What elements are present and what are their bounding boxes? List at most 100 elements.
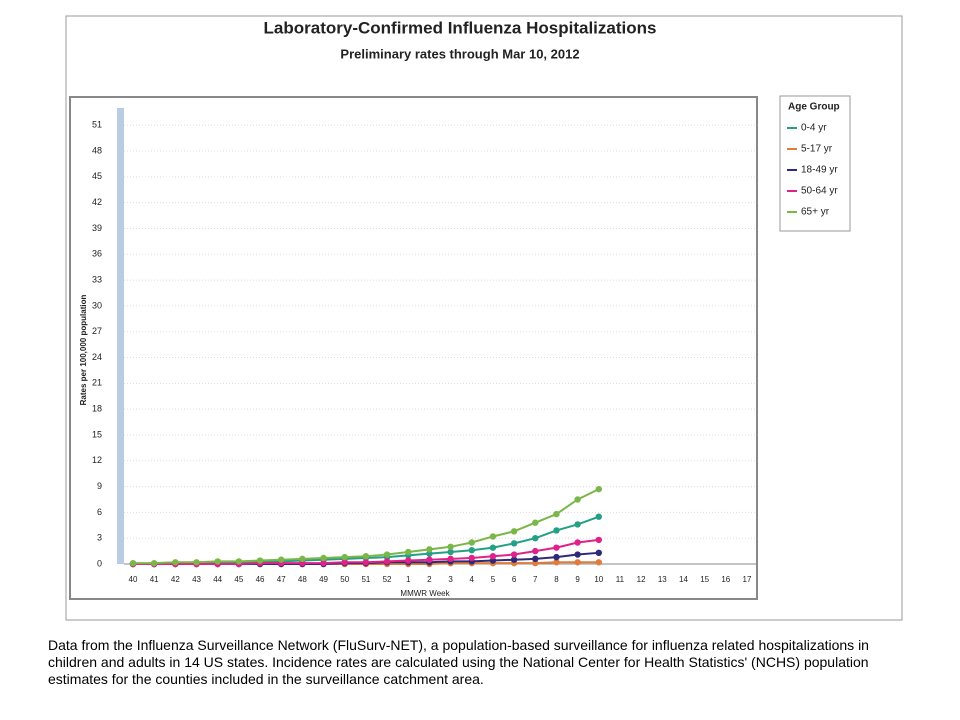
y-tick-label: 42	[92, 197, 102, 207]
legend-label: 5-17 yr	[801, 144, 833, 155]
x-tick-label: 16	[721, 575, 730, 584]
data-point	[532, 555, 539, 563]
data-point	[574, 551, 581, 558]
legend-label: 18-49 yr	[801, 165, 838, 176]
data-point	[172, 559, 179, 566]
data-point	[320, 554, 327, 562]
y-tick-label: 6	[97, 507, 102, 517]
data-point	[595, 549, 602, 557]
data-point	[553, 510, 560, 518]
x-tick-label: 2	[427, 575, 432, 584]
y-tick-label: 33	[92, 274, 102, 284]
y-tick-label: 12	[92, 455, 102, 465]
x-tick-label: 3	[448, 575, 453, 584]
data-point	[299, 555, 306, 563]
x-tick-label: 5	[491, 575, 496, 584]
x-tick-label: 15	[700, 575, 709, 584]
x-tick-label: 12	[637, 575, 646, 584]
y-tick-label: 48	[92, 145, 102, 155]
data-point	[447, 543, 454, 550]
y-tick-label: 51	[92, 120, 102, 130]
x-tick-label: 45	[234, 575, 243, 584]
data-point	[362, 553, 370, 560]
data-point	[574, 496, 581, 503]
data-point	[278, 556, 285, 563]
x-tick-label: 51	[361, 575, 370, 584]
legend-label: 0-4 yr	[801, 123, 827, 134]
data-point	[574, 521, 581, 528]
x-tick-label: 13	[658, 575, 667, 584]
x-tick-label: 42	[171, 575, 180, 584]
y-tick-label: 24	[92, 352, 102, 362]
x-tick-label: 40	[129, 575, 138, 584]
y-tick-label: 30	[92, 300, 102, 310]
y-tick-label: 21	[92, 378, 102, 388]
x-tick-label: 46	[256, 575, 265, 584]
data-point	[150, 559, 158, 567]
y-tick-label: 15	[92, 429, 102, 439]
data-point	[510, 528, 518, 535]
legend-box	[779, 95, 851, 232]
data-point	[426, 546, 433, 553]
x-tick-label: 52	[383, 575, 392, 584]
legend-title: Age Group	[788, 102, 840, 113]
y-tick-label: 45	[92, 171, 102, 181]
x-tick-label: 47	[277, 575, 286, 584]
data-point	[341, 559, 348, 566]
data-point	[341, 553, 348, 561]
y-tick-label: 0	[97, 558, 102, 568]
data-point	[129, 559, 137, 567]
data-point	[468, 539, 475, 546]
y-tick-label: 39	[92, 223, 102, 233]
data-point	[574, 539, 581, 546]
data-point	[553, 559, 560, 566]
data-point	[595, 485, 602, 493]
data-point	[235, 558, 243, 565]
x-tick-label: 17	[743, 575, 752, 584]
legend-label: 65+ yr	[801, 207, 830, 218]
data-point	[362, 559, 370, 566]
x-tick-label: 14	[679, 575, 688, 584]
data-point	[489, 553, 497, 560]
x-tick-label: 44	[213, 575, 222, 584]
x-tick-label: 10	[594, 575, 603, 584]
x-tick-label: 49	[319, 575, 328, 584]
data-point	[320, 559, 327, 567]
y-tick-label: 18	[92, 404, 102, 414]
data-point	[532, 519, 539, 526]
data-point	[532, 547, 539, 555]
data-point	[510, 556, 518, 563]
data-point	[405, 557, 412, 564]
y-tick-label: 36	[92, 249, 102, 259]
data-point	[447, 555, 454, 563]
y-axis-bar	[117, 108, 124, 564]
chart-subtitle: Preliminary rates through Mar 10, 2012	[340, 46, 579, 61]
data-point	[553, 553, 560, 561]
data-point	[595, 536, 602, 544]
data-point	[489, 544, 497, 551]
data-point	[193, 559, 200, 566]
data-point	[447, 548, 454, 556]
x-tick-label: 4	[470, 575, 475, 584]
data-point	[595, 559, 602, 566]
x-tick-label: 6	[512, 575, 517, 584]
x-tick-label: 41	[150, 575, 159, 584]
footnote: Data from the Influenza Surveillance Net…	[48, 637, 869, 687]
chart-title: Laboratory-Confirmed Influenza Hospitali…	[264, 18, 657, 37]
data-point	[383, 558, 391, 565]
data-point	[510, 540, 518, 547]
plot-frame	[69, 96, 758, 600]
x-tick-label: 1	[406, 575, 411, 584]
data-point	[553, 527, 560, 534]
data-point	[383, 551, 391, 558]
data-point	[468, 554, 475, 562]
data-point	[489, 533, 497, 540]
x-tick-label: 9	[575, 575, 580, 584]
y-tick-label: 9	[97, 481, 102, 491]
x-tick-label: 43	[192, 575, 201, 584]
data-point	[214, 558, 221, 565]
x-tick-label: 50	[340, 575, 349, 584]
data-point	[532, 534, 539, 542]
